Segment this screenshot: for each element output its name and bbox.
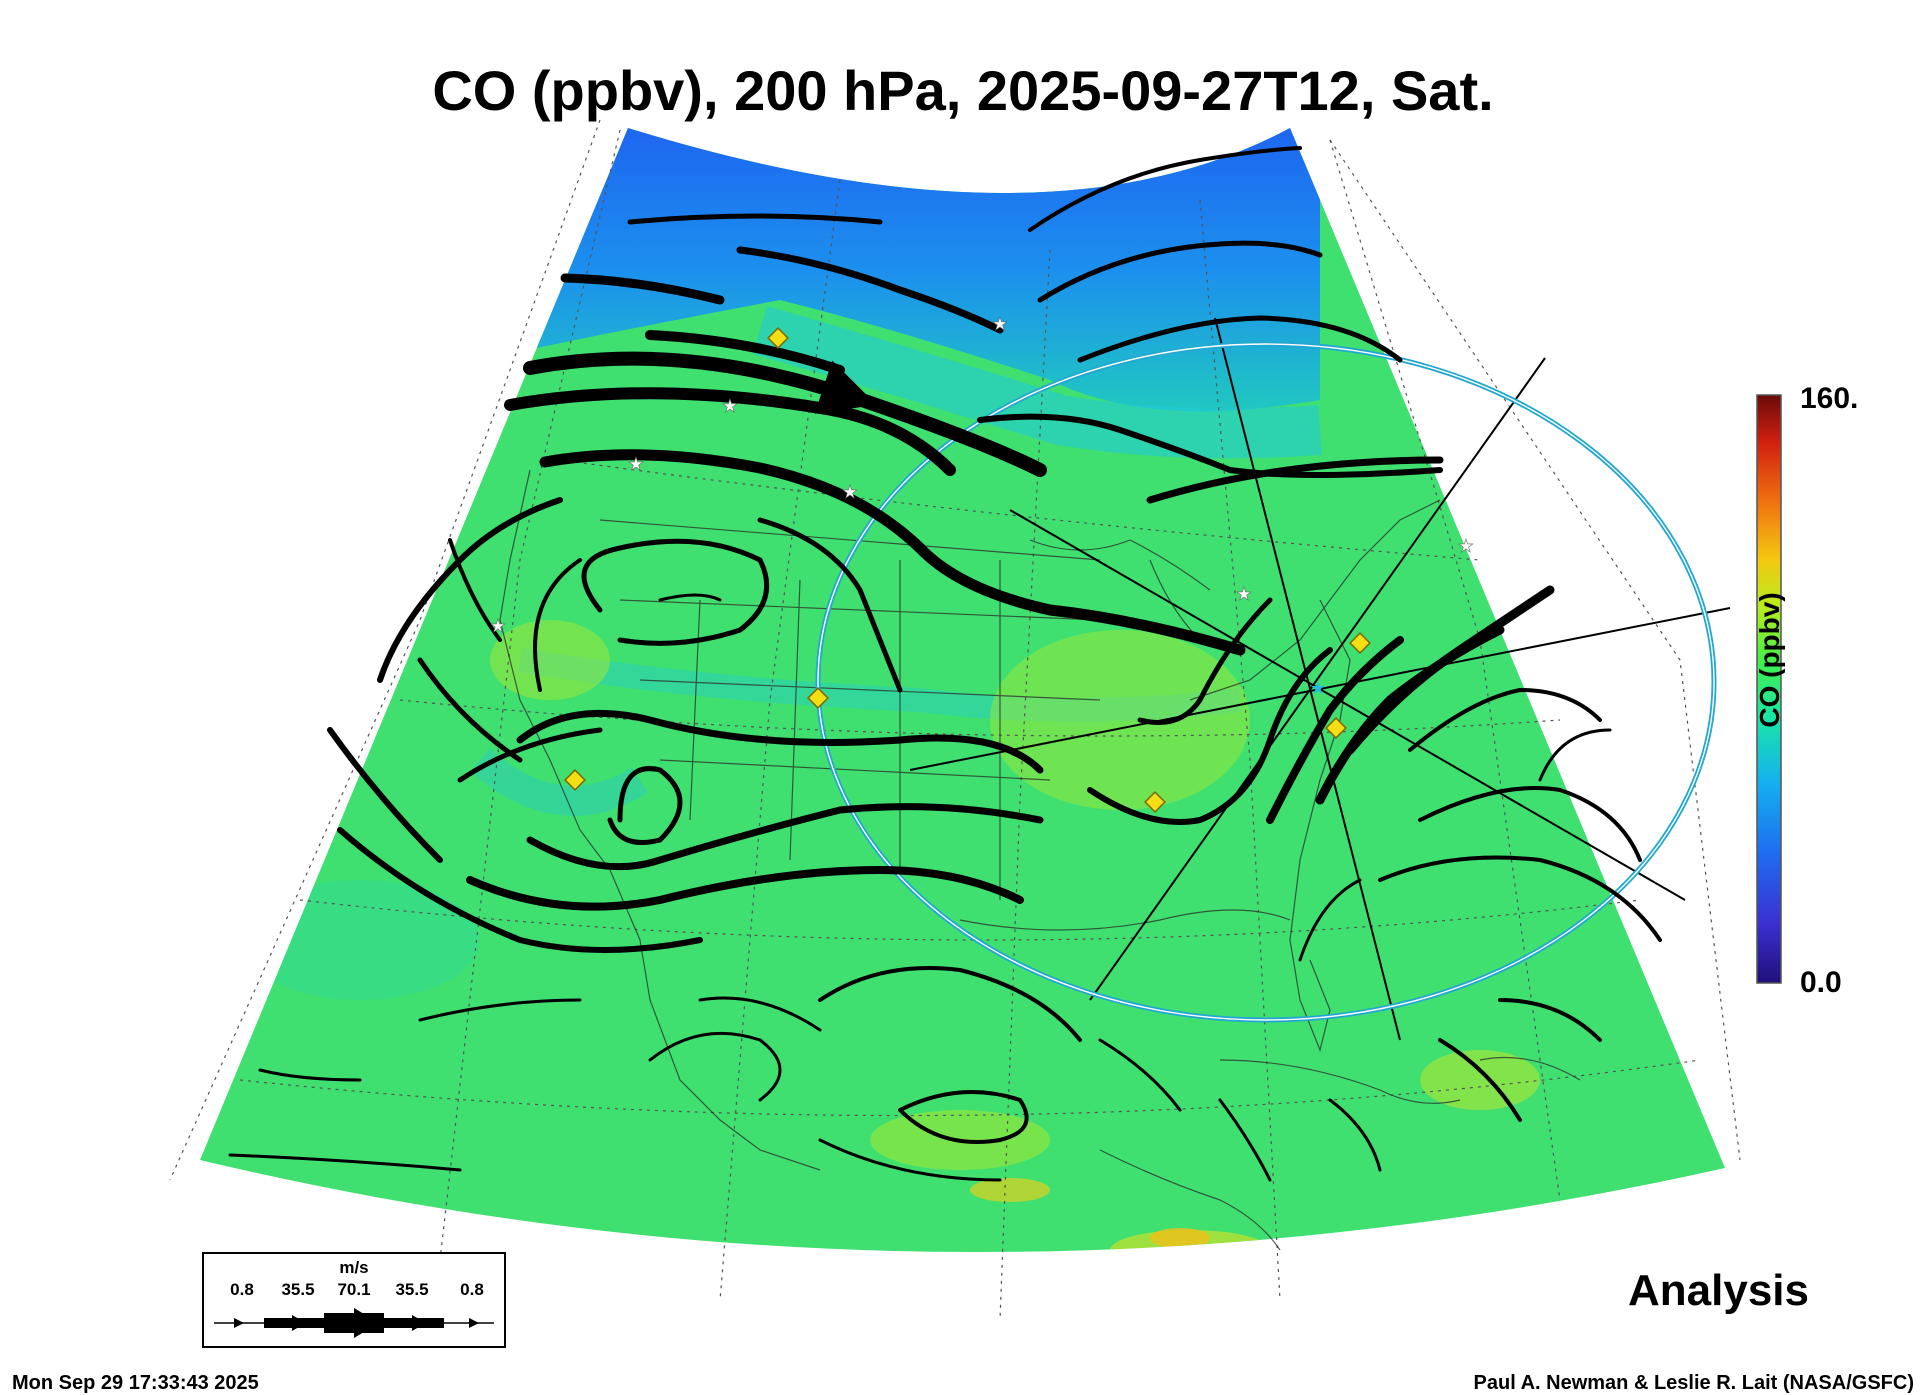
- wind-speed-key: m/s 0.8 35.5 70.1 35.5 0.8: [202, 1252, 506, 1348]
- svg-text:★: ★: [490, 616, 506, 637]
- svg-text:★: ★: [628, 454, 644, 475]
- panel-label: Analysis: [1628, 1266, 1809, 1315]
- svg-text:★: ★: [992, 314, 1008, 335]
- credit: Paul A. Newman & Leslie R. Lait (NASA/GS…: [1473, 1372, 1914, 1394]
- site-marker: ★: [1310, 678, 1326, 699]
- map-title: CO (ppbv), 200 hPa, 2025-09-27T12, Sat.: [432, 59, 1494, 122]
- svg-text:★: ★: [842, 482, 858, 503]
- colorbar-axis-label: CO (ppbv): [1754, 592, 1785, 728]
- diamond-markers: [564, 327, 1371, 813]
- wind-key-value: 0.8: [230, 1280, 254, 1299]
- wind-key-value: 0.8: [460, 1280, 484, 1299]
- wind-key-unit: m/s: [339, 1258, 369, 1277]
- colorbar-max-label: 160.: [1800, 382, 1859, 415]
- timestamp: Mon Sep 29 17:33:43 2025: [12, 1372, 259, 1394]
- wind-key-arrows: [214, 1308, 494, 1338]
- radial-lines: [909, 317, 1731, 1041]
- svg-text:★: ★: [1236, 584, 1252, 605]
- streamlines: [228, 146, 1662, 1182]
- co-field: [200, 128, 1725, 1253]
- wind-key-value: 70.1: [337, 1280, 371, 1299]
- wind-key-value: 35.5: [395, 1280, 429, 1299]
- colorbar-min-label: 0.0: [1800, 966, 1842, 999]
- colorbar: [1756, 394, 1782, 984]
- svg-text:★: ★: [722, 396, 738, 417]
- wind-key-value: 35.5: [281, 1280, 315, 1299]
- station-markers: ★ ★ ★ ★ ★ ★ ★: [490, 314, 1475, 638]
- svg-text:★: ★: [1458, 536, 1474, 557]
